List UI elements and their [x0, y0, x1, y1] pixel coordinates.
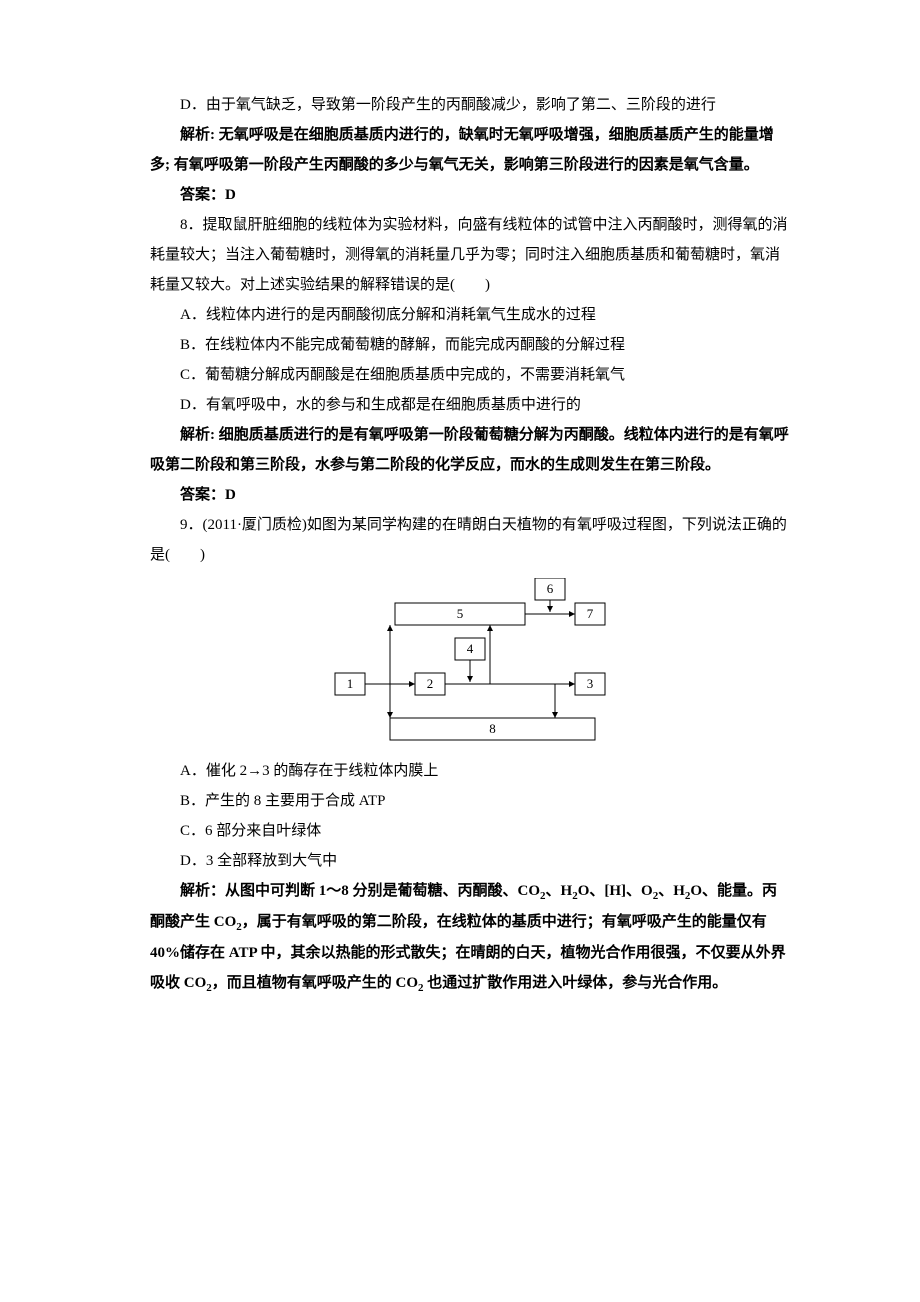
- q8-stem: 8．提取鼠肝脏细胞的线粒体为实验材料，向盛有线粒体的试管中注入丙酮酸时，测得氧的…: [150, 210, 790, 300]
- q8-option-a: A．线粒体内进行的是丙酮酸彻底分解和消耗氧气生成水的过程: [150, 300, 790, 330]
- svg-text:7: 7: [587, 606, 594, 621]
- q9-diagram: 1 2 3 4 5 6 7 8: [150, 578, 790, 748]
- q7-option-d: D．由于氧气缺乏，导致第一阶段产生的丙酮酸减少，影响了第二、三阶段的进行: [150, 90, 790, 120]
- q7-analysis-text: 无氧呼吸是在细胞质基质内进行的，缺氧时无氧呼吸增强，细胞质基质产生的能量增多; …: [150, 127, 774, 173]
- q9-at-d: 、H: [658, 883, 685, 899]
- q9-option-b: B．产生的 8 主要用于合成 ATP: [150, 786, 790, 816]
- q9-stem: 9．(2011·厦门质检)如图为某同学构建的在晴朗白天植物的有氧呼吸过程图，下列…: [150, 510, 790, 570]
- svg-text:8: 8: [489, 721, 496, 736]
- q9-at-b: 、H: [546, 883, 573, 899]
- q8-analysis: 解析: 细胞质基质进行的是有氧呼吸第一阶段葡萄糖分解为丙酮酸。线粒体内进行的是有…: [150, 420, 790, 480]
- q9-at-c: O、[H]、O: [578, 883, 653, 899]
- q9-analysis-label: 解析：: [180, 883, 225, 899]
- q8-analysis-label: 解析:: [180, 427, 215, 443]
- q8-analysis-text: 细胞质基质进行的是有氧呼吸第一阶段葡萄糖分解为丙酮酸。线粒体内进行的是有氧呼吸第…: [150, 427, 789, 473]
- q9-option-a: A．催化 2→3 的酶存在于线粒体内膜上: [150, 756, 790, 786]
- q8-option-b: B．在线粒体内不能完成葡萄糖的酵解，而能完成丙酮酸的分解过程: [150, 330, 790, 360]
- q9-analysis: 解析：从图中可判断 1～8 分别是葡萄糖、丙酮酸、CO2、H2O、[H]、O2、…: [150, 876, 790, 999]
- q9-option-c: C．6 部分来自叶绿体: [150, 816, 790, 846]
- q9-at-a: 从图中可判断 1～8 分别是葡萄糖、丙酮酸、CO: [225, 883, 540, 899]
- q9-at-h: 也通过扩散作用进入叶绿体，参与光合作用。: [424, 975, 728, 991]
- q9-option-d: D．3 全部释放到大气中: [150, 846, 790, 876]
- q7-analysis-label: 解析:: [180, 127, 215, 143]
- q9-at-g: ，而且植物有氧呼吸产生的 CO: [212, 975, 418, 991]
- svg-text:6: 6: [547, 581, 554, 596]
- q8-option-d: D．有氧呼吸中，水的参与和生成都是在细胞质基质中进行的: [150, 390, 790, 420]
- q8-answer: 答案：D: [150, 480, 790, 510]
- respiration-diagram: 1 2 3 4 5 6 7 8: [310, 578, 630, 748]
- svg-text:2: 2: [427, 676, 434, 691]
- svg-text:3: 3: [587, 676, 594, 691]
- q7-answer: 答案：D: [150, 180, 790, 210]
- q7-analysis: 解析: 无氧呼吸是在细胞质基质内进行的，缺氧时无氧呼吸增强，细胞质基质产生的能量…: [150, 120, 790, 180]
- svg-text:4: 4: [467, 641, 474, 656]
- svg-text:5: 5: [457, 606, 464, 621]
- q8-option-c: C．葡萄糖分解成丙酮酸是在细胞质基质中完成的，不需要消耗氧气: [150, 360, 790, 390]
- svg-text:1: 1: [347, 676, 354, 691]
